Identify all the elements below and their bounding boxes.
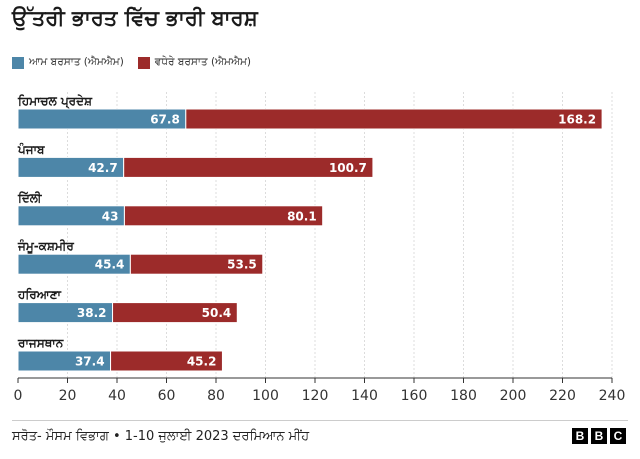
data-label: 43 bbox=[102, 209, 119, 223]
category-label: ਰਾਜਸਥਾਨ bbox=[17, 336, 64, 350]
x-tick-label: 120 bbox=[302, 388, 329, 404]
bar-excess bbox=[110, 350, 223, 372]
category-label: ਹਰਿਆਣਾ bbox=[17, 288, 62, 302]
bar-excess bbox=[123, 156, 374, 178]
x-tick-label: 140 bbox=[351, 388, 378, 404]
category-label: ਪੰਜਾਬ bbox=[17, 141, 45, 156]
legend: ਆਮ ਬਰਸਾਤ (ਐਮਐਮ) ਵਧੇਰੇ ਬਰਸਾਤ (ਐਮਐਮ) bbox=[12, 56, 265, 69]
data-label: 100.7 bbox=[329, 161, 367, 175]
x-tick-label: 200 bbox=[500, 388, 527, 404]
x-tick-label: 220 bbox=[549, 388, 576, 404]
x-tick-label: 180 bbox=[450, 388, 477, 404]
x-tick-label: 60 bbox=[158, 388, 176, 404]
bar-excess bbox=[112, 302, 238, 324]
logo-letter: B bbox=[572, 428, 588, 444]
legend-label-excess: ਵਧੇਰੇ ਬਰਸਾਤ (ਐਮਐਮ) bbox=[154, 56, 251, 68]
x-tick-label: 20 bbox=[59, 388, 77, 404]
x-tick-label: 0 bbox=[14, 388, 23, 404]
category-label: ਜੰਮੂ-ਕਸ਼ਮੀਰ bbox=[17, 238, 74, 255]
data-label: 80.1 bbox=[287, 209, 317, 223]
data-label: 168.2 bbox=[558, 113, 596, 127]
logo-letter: C bbox=[610, 428, 626, 444]
data-label: 45.4 bbox=[95, 258, 125, 272]
data-label: 45.2 bbox=[187, 355, 217, 369]
data-label: 38.2 bbox=[77, 306, 107, 320]
data-label: 50.4 bbox=[202, 306, 232, 320]
chart-title: ਉੱਤਰੀ ਭਾਰਤ ਵਿੱਚ ਭਾਰੀ ਬਾਰਸ਼ bbox=[12, 6, 258, 30]
bar-excess bbox=[129, 253, 264, 275]
bar-excess bbox=[185, 108, 603, 130]
data-label: 67.8 bbox=[150, 113, 180, 127]
source-note: ਸਰੋਤ- ਮੌਸਮ ਵਿਭਾਗ • 1-10 ਜੁਲਾਈ 2023 ਦਰਮਿਆ… bbox=[12, 429, 310, 444]
category-label: ਹਿਮਾਚਲ ਪ੍ਰਦੇਸ਼ bbox=[17, 93, 93, 109]
legend-item-excess: ਵਧੇਰੇ ਬਰਸਾਤ (ਐਮਐਮ) bbox=[137, 56, 251, 69]
legend-swatch-normal bbox=[12, 56, 24, 69]
x-tick-label: 100 bbox=[252, 388, 279, 404]
legend-swatch-excess bbox=[137, 56, 150, 69]
legend-item-normal: ਆਮ ਬਰਸਾਤ (ਐਮਐਮ) bbox=[12, 56, 124, 69]
x-tick-label: 240 bbox=[599, 388, 626, 404]
data-label: 53.5 bbox=[227, 258, 257, 272]
legend-label-normal: ਆਮ ਬਰਸਾਤ (ਐਮਐਮ) bbox=[29, 56, 124, 68]
footer-divider bbox=[12, 420, 628, 421]
bar-chart: ਹਿਮਾਚਲ ਪ੍ਰਦੇਸ਼ 67.8 168.2 ਪੰਜਾਬ 42.7 100.7 ਦਿੱ… bbox=[14, 92, 626, 404]
bbc-logo: B B C bbox=[569, 428, 626, 444]
category-label: ਦਿੱਲੀ bbox=[17, 191, 43, 205]
bar-excess bbox=[123, 205, 324, 227]
x-tick-label: 160 bbox=[401, 388, 428, 404]
x-tick-label: 40 bbox=[108, 388, 126, 404]
data-label: 37.4 bbox=[75, 355, 105, 369]
logo-letter: B bbox=[591, 428, 607, 444]
x-tick-label: 80 bbox=[207, 388, 225, 404]
data-label: 42.7 bbox=[88, 161, 118, 175]
